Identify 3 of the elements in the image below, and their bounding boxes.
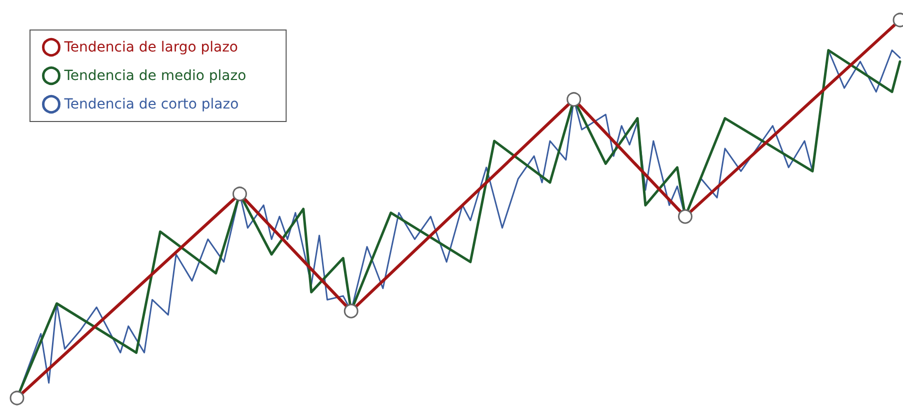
legend-label: Tendencia de corto plazo: [63, 96, 239, 112]
legend-label: Tendencia de largo plazo: [63, 39, 238, 56]
legend-label: Tendencia de medio plazo: [63, 68, 246, 84]
